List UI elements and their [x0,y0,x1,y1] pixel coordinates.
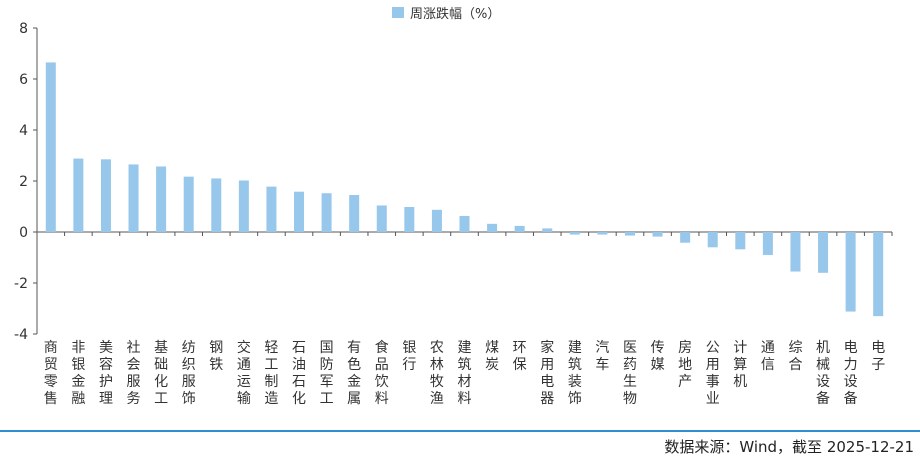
bar [459,215,470,232]
bar [873,232,884,317]
bar [321,193,332,232]
legend: 周涨跌幅（%） [392,3,501,22]
bar [624,232,635,236]
bar [211,178,222,232]
x-tick-label: 医药生物 [623,340,637,407]
y-tick-label: 4 [19,123,28,139]
x-tick-label: 纺织服饰 [182,340,196,407]
bar [156,166,167,232]
x-tick-label: 轻工制造 [264,340,278,407]
x-tick-label: 有色金属 [347,340,361,407]
bar [818,232,829,273]
bar [707,232,718,248]
bar [238,180,249,232]
bar [45,62,56,232]
x-tick-label: 计算机 [733,340,747,390]
bar [680,232,691,243]
x-tick-label: 传媒 [651,340,665,373]
bar [100,159,111,232]
bar [404,207,415,232]
x-tick-label: 建筑材料 [458,340,472,407]
x-tick-label: 国防军工 [320,340,334,407]
bar [790,232,801,272]
x-tick-label: 机械设备 [816,340,830,407]
x-tick-label: 电子 [871,340,885,373]
x-tick-label: 交通运输 [237,339,251,407]
bar [266,186,277,232]
data-source-note: 数据来源：Wind，截至 2025-12-21 [664,438,914,456]
bar [569,232,580,235]
x-tick-label: 非银金融 [71,340,85,407]
x-tick-label: 公用事业 [706,340,720,407]
y-tick-label: 6 [19,72,28,88]
x-tick-label: 商贸零售 [44,340,58,407]
bar [349,195,360,232]
x-tick-label: 房地产 [678,340,692,390]
x-tick-label: 食品饮料 [375,339,389,407]
y-tick-label: -2 [14,276,28,292]
x-tick-label: 汽车 [595,340,609,373]
x-tick-label: 电力设备 [844,340,858,407]
x-tick-label: 环保 [513,340,527,373]
bar [128,164,139,232]
x-tick-label: 美容护理 [99,340,113,407]
bar [376,205,387,232]
y-tick-label: 2 [19,174,28,190]
legend-swatch [392,6,404,18]
bar [514,225,525,232]
bar [487,223,498,232]
bar [652,232,663,237]
x-tick-label: 银行 [402,340,416,373]
x-tick-label: 建筑装饰 [568,340,582,407]
x-tick-label: 家用电器 [540,339,554,407]
x-tick-label: 钢铁 [209,340,223,373]
bar [845,232,856,312]
bar [183,176,194,232]
bar [735,232,746,250]
bar [73,158,84,232]
bar [542,228,553,232]
x-tick-label: 综合 [788,340,802,373]
x-tick-label: 基础化工 [154,339,168,407]
bar [597,232,608,235]
y-tick-label: 0 [19,225,28,241]
bar [762,232,773,255]
x-tick-label: 煤炭 [485,340,499,373]
x-tick-label: 通信 [761,340,775,373]
y-tick-label: -4 [14,327,28,343]
bar [294,191,305,232]
y-tick-label: 8 [19,21,28,37]
plot-area: -4 -2 0 2 4 6 8 商贸零售非银金融美容护理社会服务基础化工纺织服饰钢铁交通运输轻… [14,21,893,407]
x-tick-label: 社会服务 [127,340,141,407]
x-tick-label: 石油石化 [292,340,306,407]
bar [431,209,442,232]
source-divider [0,430,920,432]
x-tick-label: 农林牧渔 [430,340,444,407]
legend-label: 周涨跌幅（%） [410,6,501,22]
